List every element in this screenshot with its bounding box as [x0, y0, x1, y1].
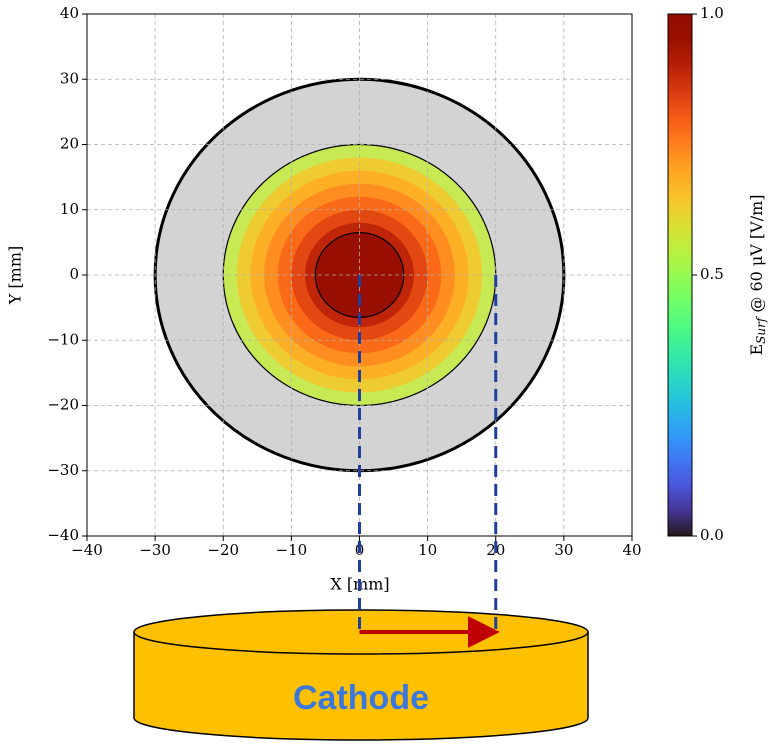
x-tick-label: 30	[554, 541, 573, 559]
plot-area: −40−30−20−10010203040−40−30−20−100102030…	[47, 4, 641, 559]
colorbar-label: ESurf @ 60 μV [V/m]	[747, 194, 768, 355]
cathode-label: Cathode	[293, 679, 429, 717]
y-tick-label: 10	[60, 200, 79, 218]
colorbar-tick-label: 1.0	[700, 4, 724, 22]
annotation-lines	[358, 275, 500, 648]
y-tick-label: 30	[60, 69, 79, 87]
x-tick-label: −10	[276, 541, 308, 559]
colorbar-tick-label: 0.0	[700, 526, 724, 544]
y-tick-label: −40	[47, 526, 79, 544]
y-tick-label: −20	[47, 396, 79, 414]
x-tick-label: −20	[207, 541, 239, 559]
x-tick-label: 10	[418, 541, 437, 559]
x-tick-label: −30	[139, 541, 171, 559]
y-tick-label: −30	[47, 461, 79, 479]
y-tick-label: 0	[69, 265, 79, 283]
colorbar-label-sub: Surf	[754, 315, 768, 344]
cathode: Cathode	[133, 609, 589, 741]
colorbar-label-rest: @ 60 μV [V/m]	[747, 194, 766, 317]
y-tick-label: 40	[60, 4, 79, 22]
y-axis-label: Y [mm]	[6, 246, 25, 305]
x-tick-label: −40	[71, 541, 103, 559]
y-tick-label: −10	[47, 330, 79, 348]
colorbar	[667, 13, 693, 537]
cathode-side	[133, 632, 589, 741]
colorbar-label-main: E	[747, 344, 766, 356]
plot-frame	[86, 13, 633, 537]
colorbar-tick-label: 0.5	[700, 265, 724, 283]
y-tick-label: 20	[60, 135, 79, 153]
x-tick-label: 40	[622, 541, 641, 559]
